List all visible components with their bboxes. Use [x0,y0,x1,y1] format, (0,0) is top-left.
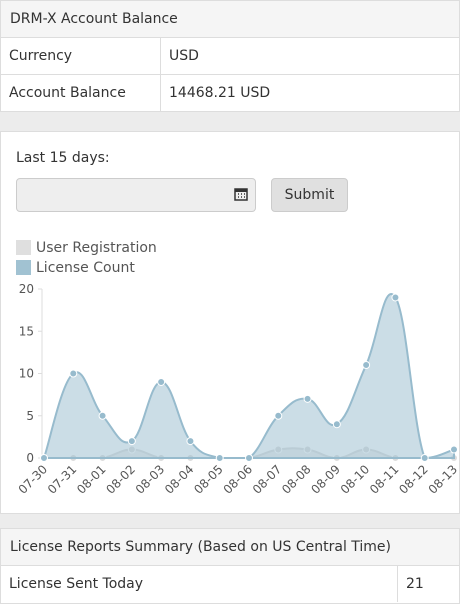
summary-table: License Sent Today 21 [1,566,459,602]
cell: License Sent Today [9,576,144,592]
cell: 14468.21 USD [160,74,459,111]
panel-title: License Reports Summary (Based on US Cen… [1,529,459,566]
y-tick-label: 20 [19,282,34,296]
calendar-button[interactable] [227,178,256,212]
account-panel: DRM-X Account Balance Currency USD Accoun… [0,0,460,112]
date-input[interactable] [16,178,228,212]
x-tick-label: 08-11 [367,462,402,497]
point [450,445,458,454]
point [303,394,312,403]
x-tick-label: 08-05 [191,462,226,497]
cell: Currency [9,48,73,64]
series-area [42,293,455,460]
account-table: Currency USD Account Balance 14468.21 USD [1,38,459,111]
point [98,411,107,420]
point [332,420,341,429]
point [157,377,166,386]
chart: User Registration License Count 0 5 10 15 20 07… [16,240,460,497]
filter-label: Last 15 days: [16,150,110,166]
x-tick-label: 08-09 [308,462,343,497]
y-tick-label: 10 [19,367,34,381]
submit-button[interactable]: Submit [271,178,348,212]
x-tick-label: 07-30 [16,462,51,497]
y-tick-label: 5 [26,409,34,423]
x-tick-label: 07-31 [45,462,80,497]
point [391,293,400,302]
summary-panel: License Reports Summary (Based on US Cen… [0,528,460,604]
point [215,454,224,462]
point [420,454,429,462]
x-tick-label: 08-03 [133,462,168,497]
legend-swatch [16,260,31,275]
x-tick-label: 08-07 [250,462,285,497]
x-tick-label: 08-10 [338,462,373,497]
panel-title: DRM-X Account Balance [1,1,459,38]
legend-label: License Count [36,260,135,276]
x-tick-label: 08-06 [221,462,256,497]
cell: USD [160,38,459,75]
point [186,437,195,446]
x-tick-label: 08-08 [279,462,314,497]
point [127,437,136,446]
y-tick-label: 0 [26,451,34,465]
point [274,411,283,420]
cell: Account Balance [1,74,161,111]
point [245,454,253,462]
point [69,369,78,378]
cell: 21 [397,566,459,602]
point [40,454,48,462]
calendar-icon [234,188,248,201]
y-tick-label: 15 [19,324,34,338]
x-tick-label: 08-13 [426,462,460,497]
point [362,361,371,370]
x-tick-label: 08-01 [74,462,109,497]
x-tick-label: 08-02 [103,462,138,497]
x-tick-label: 08-12 [396,462,431,497]
legend-swatch [16,240,31,255]
x-tick-label: 08-04 [162,462,197,497]
legend-label: User Registration [36,240,157,256]
